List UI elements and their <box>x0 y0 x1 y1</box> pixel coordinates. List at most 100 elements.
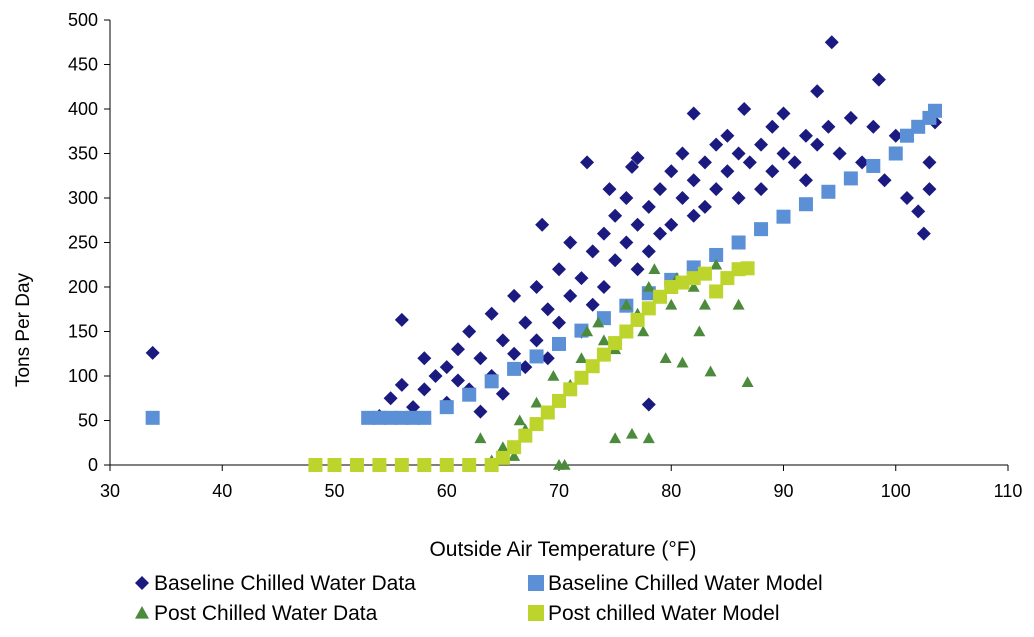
data-point <box>474 432 487 444</box>
data-point <box>731 235 746 250</box>
data-point <box>308 458 323 472</box>
legend-marker <box>135 576 149 590</box>
data-point <box>928 103 943 118</box>
data-point <box>653 182 668 197</box>
data-point <box>742 155 757 170</box>
data-point <box>686 106 701 121</box>
x-axis-label: Outside Air Temperature (°F) <box>429 538 696 561</box>
data-point <box>563 382 578 397</box>
x-tick-label: 50 <box>324 481 344 501</box>
data-point <box>596 347 611 362</box>
x-tick-label: 90 <box>773 481 793 501</box>
data-point <box>495 386 510 401</box>
x-tick-label: 70 <box>549 481 569 501</box>
data-point <box>518 428 533 443</box>
data-point <box>720 128 735 143</box>
data-point <box>145 410 160 425</box>
data-point <box>653 289 668 304</box>
data-point <box>866 158 881 173</box>
data-point <box>866 119 881 134</box>
data-point <box>529 333 544 348</box>
y-tick-label: 300 <box>68 188 98 208</box>
data-point <box>877 173 892 188</box>
data-point <box>383 391 398 406</box>
y-tick-label: 100 <box>68 366 98 386</box>
data-point <box>698 298 711 310</box>
data-point <box>704 365 717 377</box>
y-tick-label: 500 <box>68 10 98 30</box>
data-point <box>608 253 623 268</box>
data-point <box>596 280 611 294</box>
data-point <box>765 119 780 134</box>
data-point <box>630 217 645 232</box>
x-tick-label: 100 <box>881 481 911 501</box>
data-point <box>552 262 566 277</box>
data-point <box>911 204 926 219</box>
data-point <box>776 106 791 121</box>
data-point <box>871 72 886 87</box>
data-point <box>518 360 533 375</box>
data-point <box>741 376 754 388</box>
data-point <box>686 173 701 188</box>
data-point <box>675 146 690 161</box>
y-tick-label: 350 <box>68 144 98 164</box>
data-point <box>675 191 690 205</box>
data-point <box>709 182 724 197</box>
y-axis-label: Tons Per Day <box>13 272 34 387</box>
plot-area <box>145 35 943 472</box>
data-point <box>406 410 421 425</box>
data-point <box>484 458 499 472</box>
data-point <box>642 432 655 444</box>
data-point <box>720 271 735 286</box>
data-point <box>693 325 706 337</box>
data-point <box>529 417 544 432</box>
data-point <box>406 400 421 415</box>
data-point <box>575 352 588 363</box>
data-point <box>630 262 645 277</box>
data-point <box>697 199 712 214</box>
data-point <box>659 352 672 363</box>
data-point <box>664 217 679 232</box>
data-point <box>507 288 522 303</box>
data-point <box>641 397 656 412</box>
data-point <box>832 146 847 161</box>
data-point <box>428 369 443 383</box>
data-point <box>709 137 724 152</box>
data-point <box>563 235 578 250</box>
data-point <box>462 387 477 402</box>
data-point <box>641 199 656 214</box>
data-point <box>529 349 544 364</box>
data-point <box>664 280 679 294</box>
data-point <box>145 345 160 360</box>
data-point <box>462 324 477 339</box>
data-point <box>547 370 560 381</box>
y-tick-label: 50 <box>78 411 98 431</box>
data-point <box>394 312 409 327</box>
data-point <box>507 440 522 455</box>
data-point <box>585 297 600 312</box>
data-point <box>417 351 432 366</box>
data-point <box>676 356 689 368</box>
y-tick-label: 0 <box>88 455 98 475</box>
series-3 <box>308 261 755 472</box>
data-point <box>720 164 735 179</box>
x-tick-label: 80 <box>661 481 681 501</box>
data-point <box>787 155 802 170</box>
legend-marker <box>135 606 149 619</box>
series-2 <box>474 258 754 470</box>
data-point <box>372 458 387 472</box>
data-point <box>922 182 937 197</box>
data-point <box>394 410 409 425</box>
data-point <box>585 359 600 374</box>
y-tick-label: 200 <box>68 277 98 297</box>
x-tick-label: 60 <box>437 481 457 501</box>
data-point <box>581 325 594 337</box>
data-point <box>513 414 526 426</box>
data-point <box>798 173 813 188</box>
data-point <box>484 374 499 389</box>
data-point <box>821 119 836 134</box>
y-tick-label: 400 <box>68 99 98 119</box>
data-point <box>450 342 465 357</box>
data-point <box>484 306 499 321</box>
legend-label: Baseline Chilled Water Data <box>154 572 416 595</box>
